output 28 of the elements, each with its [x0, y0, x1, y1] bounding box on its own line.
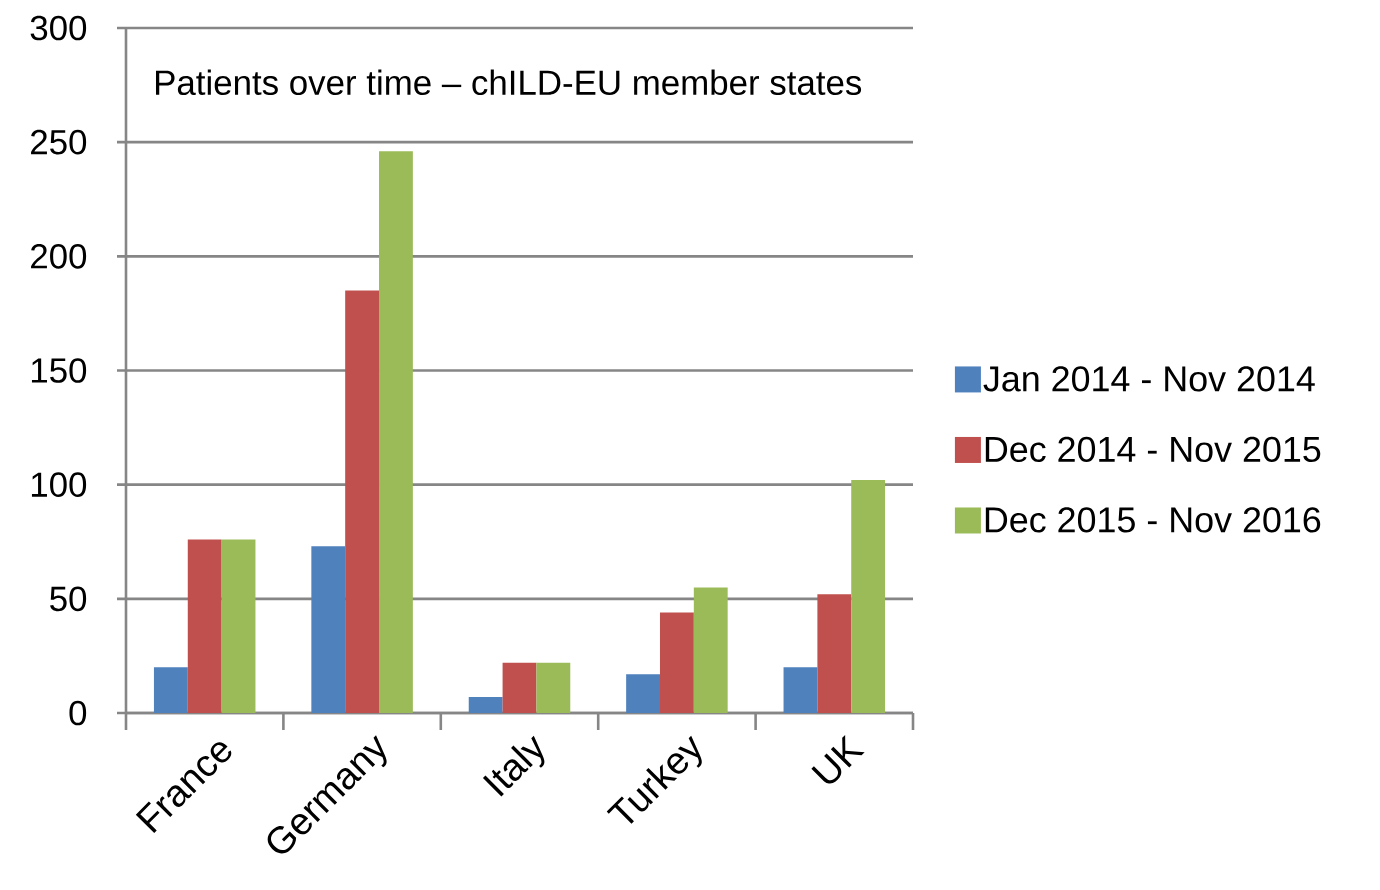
bar	[851, 480, 886, 713]
bar	[783, 667, 818, 713]
bar	[468, 697, 503, 713]
bar	[659, 612, 694, 713]
y-tick-label: 50	[50, 586, 87, 612]
bar	[817, 594, 852, 713]
legend-label: Dec 2015 - Nov 2016	[985, 507, 1321, 533]
bar	[221, 539, 256, 713]
bar	[693, 587, 728, 713]
bar	[502, 662, 537, 713]
y-tick-label: 150	[31, 358, 87, 383]
bar	[379, 151, 413, 713]
text: Patients over time – chILD-EU member states	[155, 69, 862, 96]
y-tick-label: 250	[31, 129, 87, 155]
y-tick-label: 300	[30, 15, 87, 41]
bar	[187, 539, 222, 713]
x-tick-label: UK	[811, 734, 865, 784]
y-tick-label: 100	[31, 472, 87, 498]
legend-label: Dec 2014 - Nov 2015	[985, 436, 1321, 463]
x-tick-label: Italy	[482, 735, 545, 797]
y-tick-label: 0	[69, 700, 87, 726]
bar	[626, 674, 660, 713]
bar	[153, 667, 188, 713]
bar	[311, 546, 346, 713]
y-tick-label: 200	[31, 243, 87, 269]
bar	[345, 290, 380, 713]
legend-label: Jan 2014 - Nov 2014	[983, 366, 1315, 392]
bar	[536, 662, 571, 713]
